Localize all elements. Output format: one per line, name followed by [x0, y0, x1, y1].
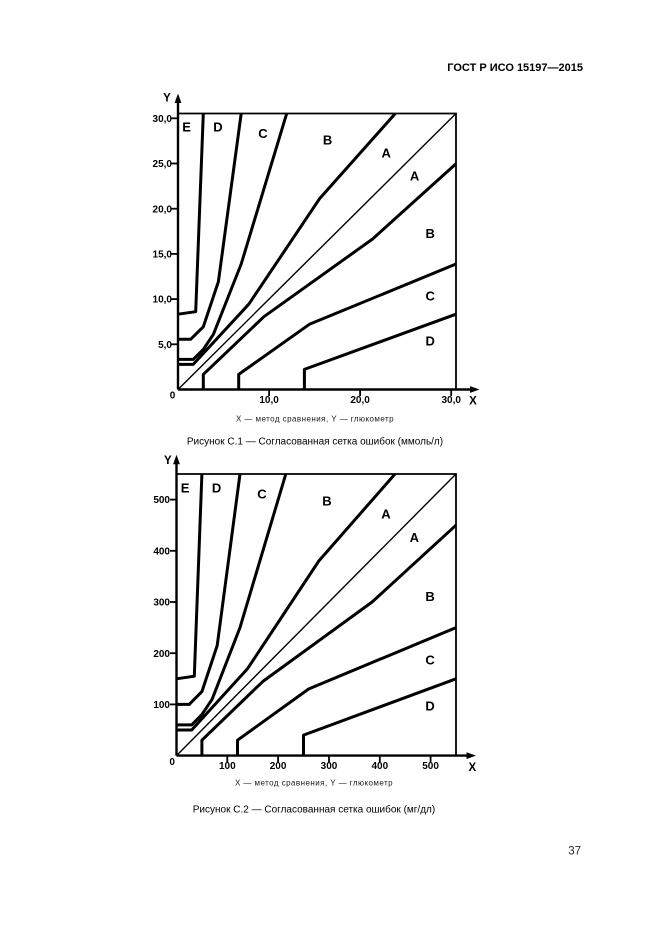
svg-text:37: 37 [568, 846, 581, 858]
svg-text:30,0: 30,0 [441, 395, 461, 406]
svg-text:B: B [322, 493, 331, 508]
svg-text:200: 200 [270, 761, 287, 772]
svg-text:A: A [381, 507, 391, 522]
svg-text:C: C [258, 126, 268, 141]
svg-text:X — метод сравнения, Y — глюко: X — метод сравнения, Y — глюкометр [235, 779, 393, 788]
svg-text:A: A [382, 145, 392, 160]
svg-text:X — метод сравнения, Y — глюко: X — метод сравнения, Y — глюкометр [236, 415, 394, 424]
svg-text:15,0: 15,0 [153, 250, 173, 261]
svg-text:Рисунок С.2 — Согласованная се: Рисунок С.2 — Согласованная сетка ошибок… [193, 804, 435, 816]
svg-text:0: 0 [169, 757, 175, 768]
svg-text:100: 100 [153, 700, 170, 711]
svg-text:ГОСТ Р ИСО 15197—2015: ГОСТ Р ИСО 15197—2015 [447, 62, 583, 74]
svg-text:D: D [213, 120, 222, 135]
svg-text:X: X [468, 762, 476, 774]
svg-text:A: A [410, 530, 420, 545]
svg-text:Рисунок С.1 — Согласованная се: Рисунок С.1 — Согласованная сетка ошибок… [187, 436, 443, 448]
svg-text:C: C [426, 288, 436, 303]
svg-text:Y: Y [163, 93, 171, 105]
svg-text:Y: Y [164, 455, 172, 467]
svg-text:D: D [425, 699, 434, 714]
svg-text:D: D [212, 481, 221, 496]
svg-text:400: 400 [153, 546, 170, 557]
svg-text:20,0: 20,0 [350, 395, 370, 406]
svg-text:30,0: 30,0 [153, 114, 173, 125]
svg-text:20,0: 20,0 [153, 204, 173, 215]
svg-text:200: 200 [153, 649, 170, 660]
svg-text:25,0: 25,0 [153, 159, 173, 170]
svg-text:X: X [469, 396, 477, 408]
svg-text:E: E [182, 120, 191, 135]
svg-text:B: B [425, 589, 434, 604]
svg-text:E: E [181, 481, 190, 496]
svg-text:10,0: 10,0 [259, 395, 279, 406]
svg-text:300: 300 [153, 598, 170, 609]
svg-text:0: 0 [170, 391, 176, 402]
svg-text:400: 400 [371, 761, 388, 772]
svg-text:500: 500 [422, 761, 439, 772]
svg-text:5,0: 5,0 [158, 340, 172, 351]
svg-text:D: D [426, 334, 435, 349]
svg-text:B: B [323, 132, 332, 147]
svg-text:C: C [257, 487, 267, 502]
svg-text:10,0: 10,0 [153, 295, 173, 306]
svg-text:500: 500 [153, 495, 170, 506]
svg-text:300: 300 [321, 761, 338, 772]
svg-text:C: C [425, 653, 435, 668]
svg-text:B: B [426, 226, 435, 241]
svg-text:100: 100 [219, 761, 236, 772]
svg-text:A: A [410, 168, 420, 183]
